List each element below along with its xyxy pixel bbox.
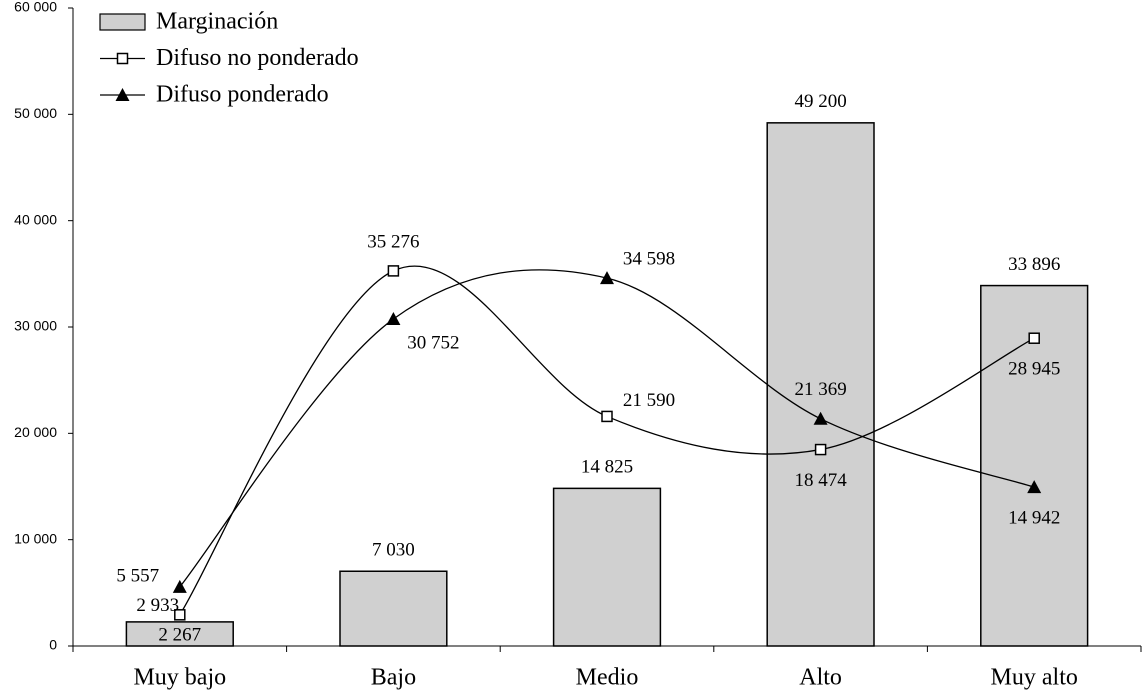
x-tick-label: Muy alto [991, 665, 1078, 691]
data-label: 2 933 [136, 595, 179, 616]
marker [387, 265, 400, 277]
marker [1027, 480, 1042, 494]
y-tick-label: 10 000 [14, 530, 57, 546]
marker [600, 271, 614, 285]
y-tick-label: 50 000 [14, 105, 57, 121]
data-label: 5 557 [116, 565, 159, 586]
x-tick-label: Alto [799, 665, 842, 691]
bar [552, 487, 662, 647]
x-tick-label: Muy bajo [133, 665, 226, 691]
x-tick-label: Bajo [371, 665, 416, 691]
x-tick-label: Medio [576, 665, 639, 691]
data-label: 2 267 [158, 624, 201, 645]
y-tick-label: 20 000 [14, 424, 57, 440]
data-label: 21 369 [794, 379, 846, 400]
marker [172, 579, 187, 593]
line [179, 265, 1035, 616]
data-label: 49 200 [794, 91, 846, 112]
data-label: 30 752 [407, 332, 459, 353]
legend-marker [116, 52, 129, 65]
data-label: 33 896 [1008, 254, 1060, 275]
y-tick-label: 60 000 [14, 0, 57, 15]
legend-marker [115, 88, 130, 101]
marker [813, 411, 828, 425]
marker [386, 312, 401, 326]
data-label: 21 590 [623, 390, 675, 411]
bar [766, 122, 875, 647]
data-label: 35 276 [367, 231, 419, 252]
marker [814, 443, 827, 456]
data-label: 28 945 [1008, 359, 1060, 380]
y-tick-label: 30 000 [14, 318, 57, 334]
legend-swatch [99, 13, 146, 31]
y-tick-label: 0 [49, 637, 57, 653]
data-label: 34 598 [623, 248, 675, 269]
data-label: 14 825 [581, 457, 633, 478]
legend-label: Difuso no ponderado [156, 45, 359, 71]
y-tick-label: 40 000 [14, 211, 57, 227]
data-label: 14 942 [1008, 507, 1060, 528]
marker [1028, 332, 1040, 344]
bar [980, 284, 1089, 647]
legend-label: Difuso ponderado [156, 82, 329, 108]
data-label: 18 474 [794, 470, 847, 491]
bar [339, 570, 448, 647]
legend-label: Marginación [156, 9, 278, 35]
bar [125, 621, 234, 647]
marker [601, 410, 613, 423]
data-label: 7 030 [372, 540, 415, 561]
marker [174, 609, 186, 621]
